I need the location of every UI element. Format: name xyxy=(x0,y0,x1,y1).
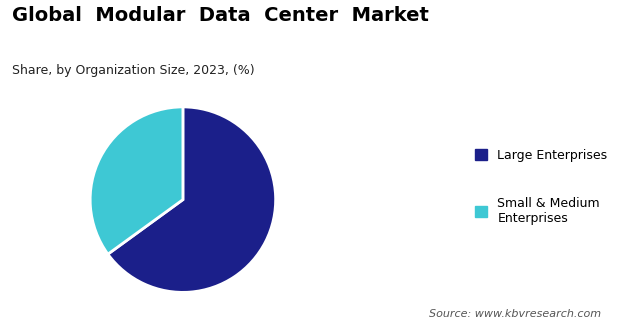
Wedge shape xyxy=(108,107,276,292)
Text: Source: www.kbvresearch.com: Source: www.kbvresearch.com xyxy=(429,309,601,319)
Text: Global  Modular  Data  Center  Market: Global Modular Data Center Market xyxy=(12,6,429,25)
Wedge shape xyxy=(90,107,183,254)
Legend: Large Enterprises, Small & Medium
Enterprises: Large Enterprises, Small & Medium Enterp… xyxy=(475,149,608,225)
Text: Share, by Organization Size, 2023, (%): Share, by Organization Size, 2023, (%) xyxy=(12,64,255,77)
